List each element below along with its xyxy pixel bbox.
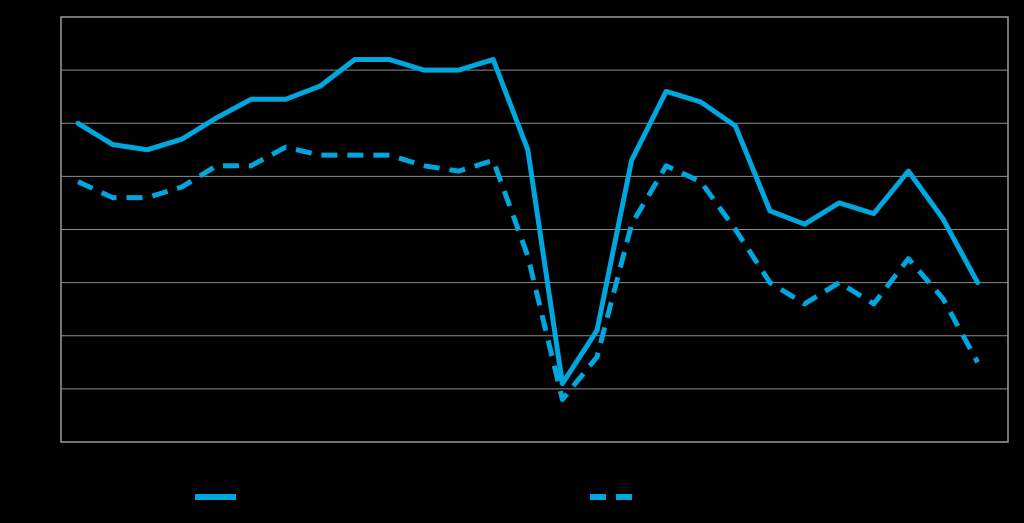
- series-line-solid: [75, 57, 981, 387]
- gridlines: [61, 69, 1008, 390]
- series-line-dashed: [76, 144, 980, 402]
- series-lines: [75, 57, 981, 402]
- plot-frame: [60, 16, 1009, 443]
